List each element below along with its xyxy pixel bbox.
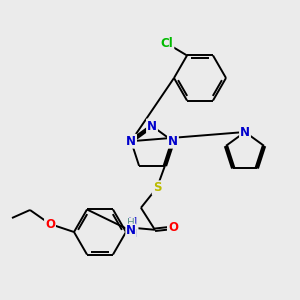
Text: N: N: [168, 135, 178, 148]
Text: Cl: Cl: [160, 37, 173, 50]
Text: N: N: [147, 119, 157, 133]
Text: H
N: H N: [128, 217, 138, 239]
Text: H: H: [127, 218, 135, 228]
Text: N: N: [126, 135, 136, 148]
Text: N: N: [126, 224, 136, 237]
Text: O: O: [168, 221, 178, 234]
Text: S: S: [153, 181, 161, 194]
Text: N: N: [240, 125, 250, 139]
Text: O: O: [45, 218, 55, 230]
